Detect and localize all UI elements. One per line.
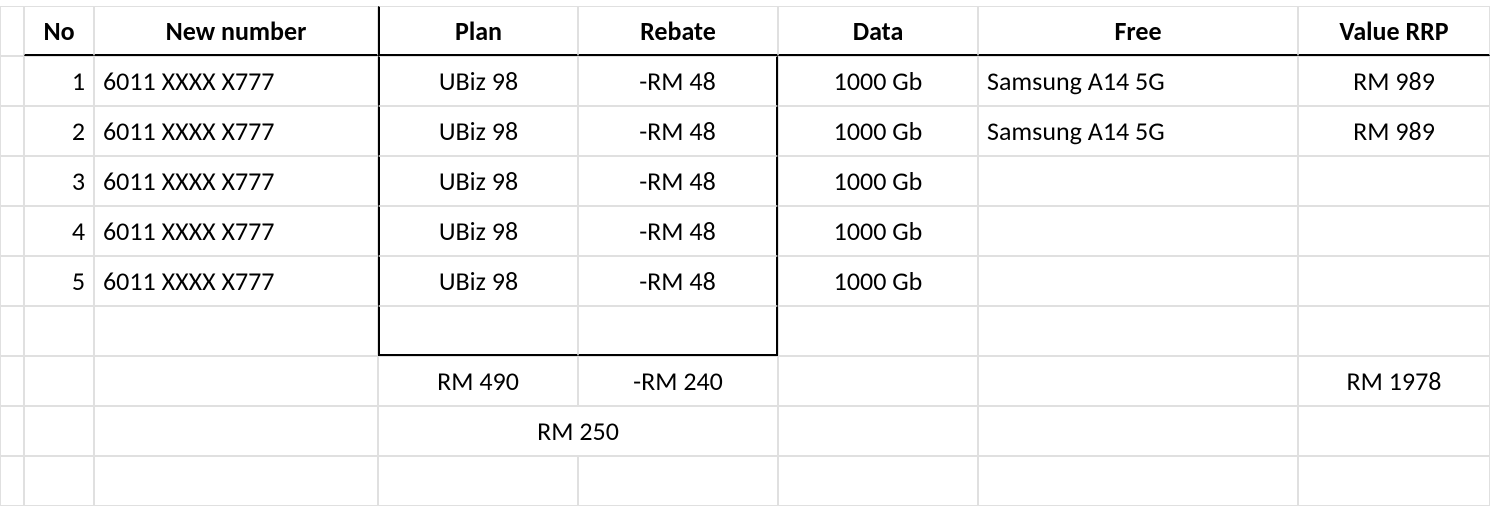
gutter-cell <box>0 56 24 106</box>
gutter-cell <box>0 156 24 206</box>
gutter-cell <box>0 356 24 406</box>
gutter-cell <box>0 106 24 156</box>
total-cell-rrp: RM 1978 <box>1298 356 1490 406</box>
col-header-data: Data <box>778 6 978 56</box>
col-header-free: Free <box>978 6 1298 56</box>
cell-free <box>978 156 1298 206</box>
total-cell-plan: RM 490 <box>378 356 578 406</box>
blank-cell <box>778 456 978 506</box>
blank-cell <box>94 406 378 456</box>
cell-data: 1000 Gb <box>778 206 978 256</box>
cell-rebate: -RM 48 <box>578 156 778 206</box>
cell-no: 1 <box>24 56 94 106</box>
total-cell-data <box>778 356 978 406</box>
total-cell-number <box>94 356 378 406</box>
blank-cell <box>24 456 94 506</box>
cell-no: 5 <box>24 256 94 306</box>
spreadsheet: NoNew numberPlanRebateDataFreeValue RRP 1… <box>0 0 1506 504</box>
spacer-cell <box>378 306 578 356</box>
cell-rrp <box>1298 206 1490 256</box>
cell-data: 1000 Gb <box>778 256 978 306</box>
cell-free: Samsung A14 5G <box>978 106 1298 156</box>
cell-number: 6011 XXXX X777 <box>94 206 378 256</box>
gutter-cell <box>0 6 24 56</box>
blank-cell <box>1298 456 1490 506</box>
cell-free: Samsung A14 5G <box>978 56 1298 106</box>
blank-cell <box>24 406 94 456</box>
spacer-cell <box>778 306 978 356</box>
net-total: RM 250 <box>378 406 778 456</box>
blank-cell <box>378 456 578 506</box>
cell-number: 6011 XXXX X777 <box>94 256 378 306</box>
spacer-cell <box>578 306 778 356</box>
spacer-cell <box>1298 306 1490 356</box>
cell-no: 3 <box>24 156 94 206</box>
cell-plan: UBiz 98 <box>378 256 578 306</box>
spacer-cell <box>24 306 94 356</box>
cell-number: 6011 XXXX X777 <box>94 56 378 106</box>
cell-no: 2 <box>24 106 94 156</box>
cell-free <box>978 256 1298 306</box>
cell-no: 4 <box>24 206 94 256</box>
cell-rebate: -RM 48 <box>578 106 778 156</box>
gutter-cell <box>0 406 24 456</box>
gutter-cell <box>0 456 24 506</box>
blank-cell <box>1298 406 1490 456</box>
cell-plan: UBiz 98 <box>378 156 578 206</box>
cell-data: 1000 Gb <box>778 56 978 106</box>
blank-cell <box>978 456 1298 506</box>
gutter-cell <box>0 206 24 256</box>
cell-plan: UBiz 98 <box>378 56 578 106</box>
cell-rrp: RM 989 <box>1298 106 1490 156</box>
blank-cell <box>778 406 978 456</box>
blank-cell <box>578 456 778 506</box>
cell-rrp <box>1298 256 1490 306</box>
cell-rebate: -RM 48 <box>578 206 778 256</box>
spacer-cell <box>978 306 1298 356</box>
spacer-cell <box>94 306 378 356</box>
cell-rrp: RM 989 <box>1298 56 1490 106</box>
cell-plan: UBiz 98 <box>378 206 578 256</box>
blank-cell <box>978 406 1298 456</box>
gutter-cell <box>0 306 24 356</box>
cell-plan: UBiz 98 <box>378 106 578 156</box>
cell-rebate: -RM 48 <box>578 56 778 106</box>
cell-data: 1000 Gb <box>778 156 978 206</box>
col-header-rrp: Value RRP <box>1298 6 1490 56</box>
col-header-number: New number <box>94 6 378 56</box>
col-header-no: No <box>24 6 94 56</box>
cell-free <box>978 206 1298 256</box>
cell-rebate: -RM 48 <box>578 256 778 306</box>
cell-rrp <box>1298 156 1490 206</box>
cell-data: 1000 Gb <box>778 106 978 156</box>
cell-number: 6011 XXXX X777 <box>94 106 378 156</box>
blank-cell <box>94 456 378 506</box>
total-cell-no <box>24 356 94 406</box>
gutter-cell <box>0 256 24 306</box>
total-cell-rebate: -RM 240 <box>578 356 778 406</box>
total-cell-free <box>978 356 1298 406</box>
cell-number: 6011 XXXX X777 <box>94 156 378 206</box>
col-header-rebate: Rebate <box>578 6 778 56</box>
col-header-plan: Plan <box>378 6 578 56</box>
